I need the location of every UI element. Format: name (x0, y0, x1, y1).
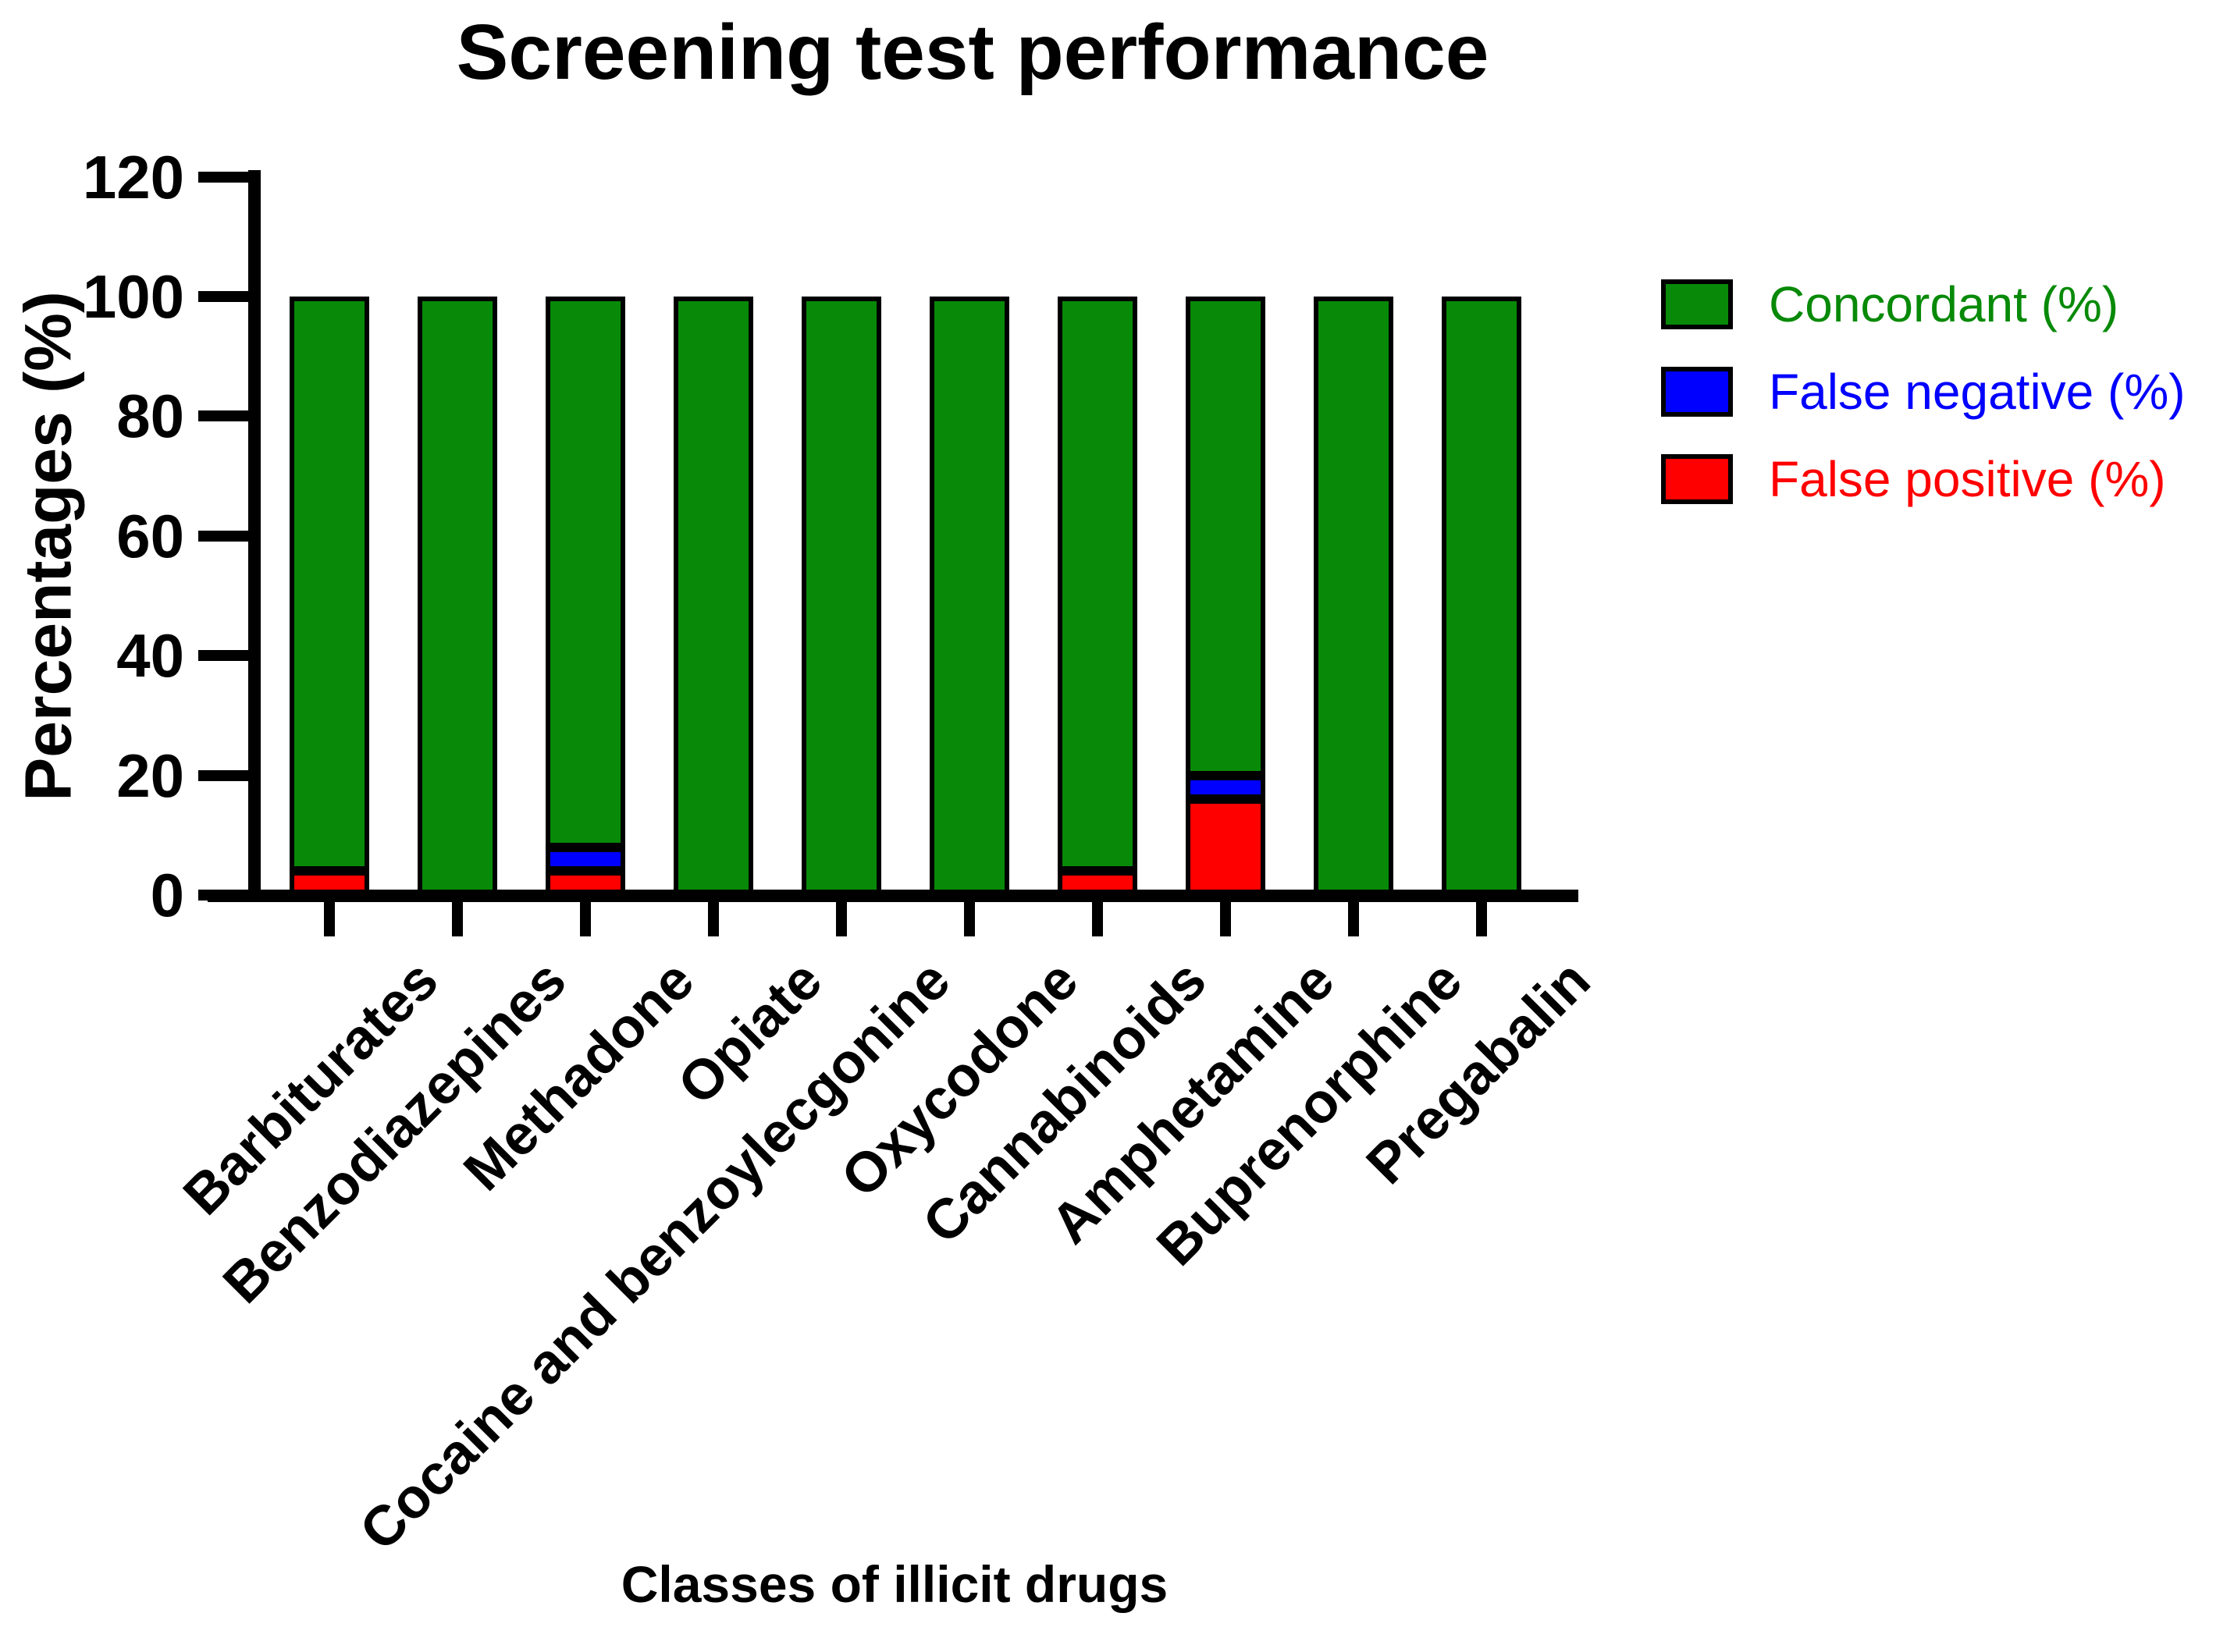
legend-swatch-concordant (1661, 279, 1733, 329)
legend-swatch-false-negative (1661, 367, 1733, 417)
x-tick (1348, 901, 1359, 936)
x-tick (1092, 901, 1103, 936)
bar-segment-concordant (290, 297, 369, 872)
y-tick-label: 0 (150, 861, 184, 929)
bar-segment-concordant (1314, 297, 1393, 895)
y-tick-label: 20 (116, 741, 184, 810)
x-tick (1476, 901, 1487, 936)
y-tick-label: 80 (116, 382, 184, 451)
x-tick (1220, 901, 1231, 936)
y-tick-label: 40 (116, 621, 184, 691)
x-axis-line (208, 890, 1578, 902)
x-tick (964, 901, 975, 936)
y-tick (198, 171, 248, 183)
y-tick (198, 291, 248, 302)
bar-segment-concordant (802, 297, 881, 895)
legend-item-false-negative: False negative (%) (1661, 367, 2186, 417)
bar-segment-false-negative (546, 847, 625, 872)
y-tick (198, 650, 248, 662)
legend-item-false-positive: False positive (%) (1661, 454, 2166, 504)
x-tick (836, 901, 847, 936)
y-tick-label: 120 (82, 142, 184, 211)
y-tick (198, 890, 248, 901)
legend-label-false-positive: False positive (%) (1769, 451, 2166, 507)
bar-segment-concordant (1058, 297, 1137, 872)
x-axis-title: Classes of illicit drugs (621, 1555, 1169, 1613)
x-tick (452, 901, 463, 936)
legend-swatch-false-positive (1661, 454, 1733, 504)
x-tick (708, 901, 719, 936)
y-tick (198, 410, 248, 422)
bar-segment-concordant (674, 297, 753, 895)
y-tick (198, 530, 248, 542)
legend-item-concordant: Concordant (%) (1661, 279, 2118, 329)
bar-segment-false-positive (1186, 799, 1265, 895)
bar-segment-false-negative (1186, 775, 1265, 800)
bar-segment-concordant (546, 297, 625, 847)
y-axis-line (248, 170, 261, 902)
bar-segment-concordant (1442, 297, 1521, 895)
y-tick-label: 60 (116, 501, 184, 570)
x-tick (324, 901, 335, 936)
bar-segment-concordant (1186, 297, 1265, 776)
legend-label-false-negative: False negative (%) (1769, 364, 2186, 420)
y-tick-label: 100 (82, 262, 184, 331)
chart-title: Screening test performance (456, 9, 1489, 96)
bar-segment-concordant (930, 297, 1009, 895)
x-tick (580, 901, 591, 936)
legend-label-concordant: Concordant (%) (1769, 276, 2119, 332)
y-tick (198, 769, 248, 781)
bar-segment-concordant (418, 297, 497, 895)
